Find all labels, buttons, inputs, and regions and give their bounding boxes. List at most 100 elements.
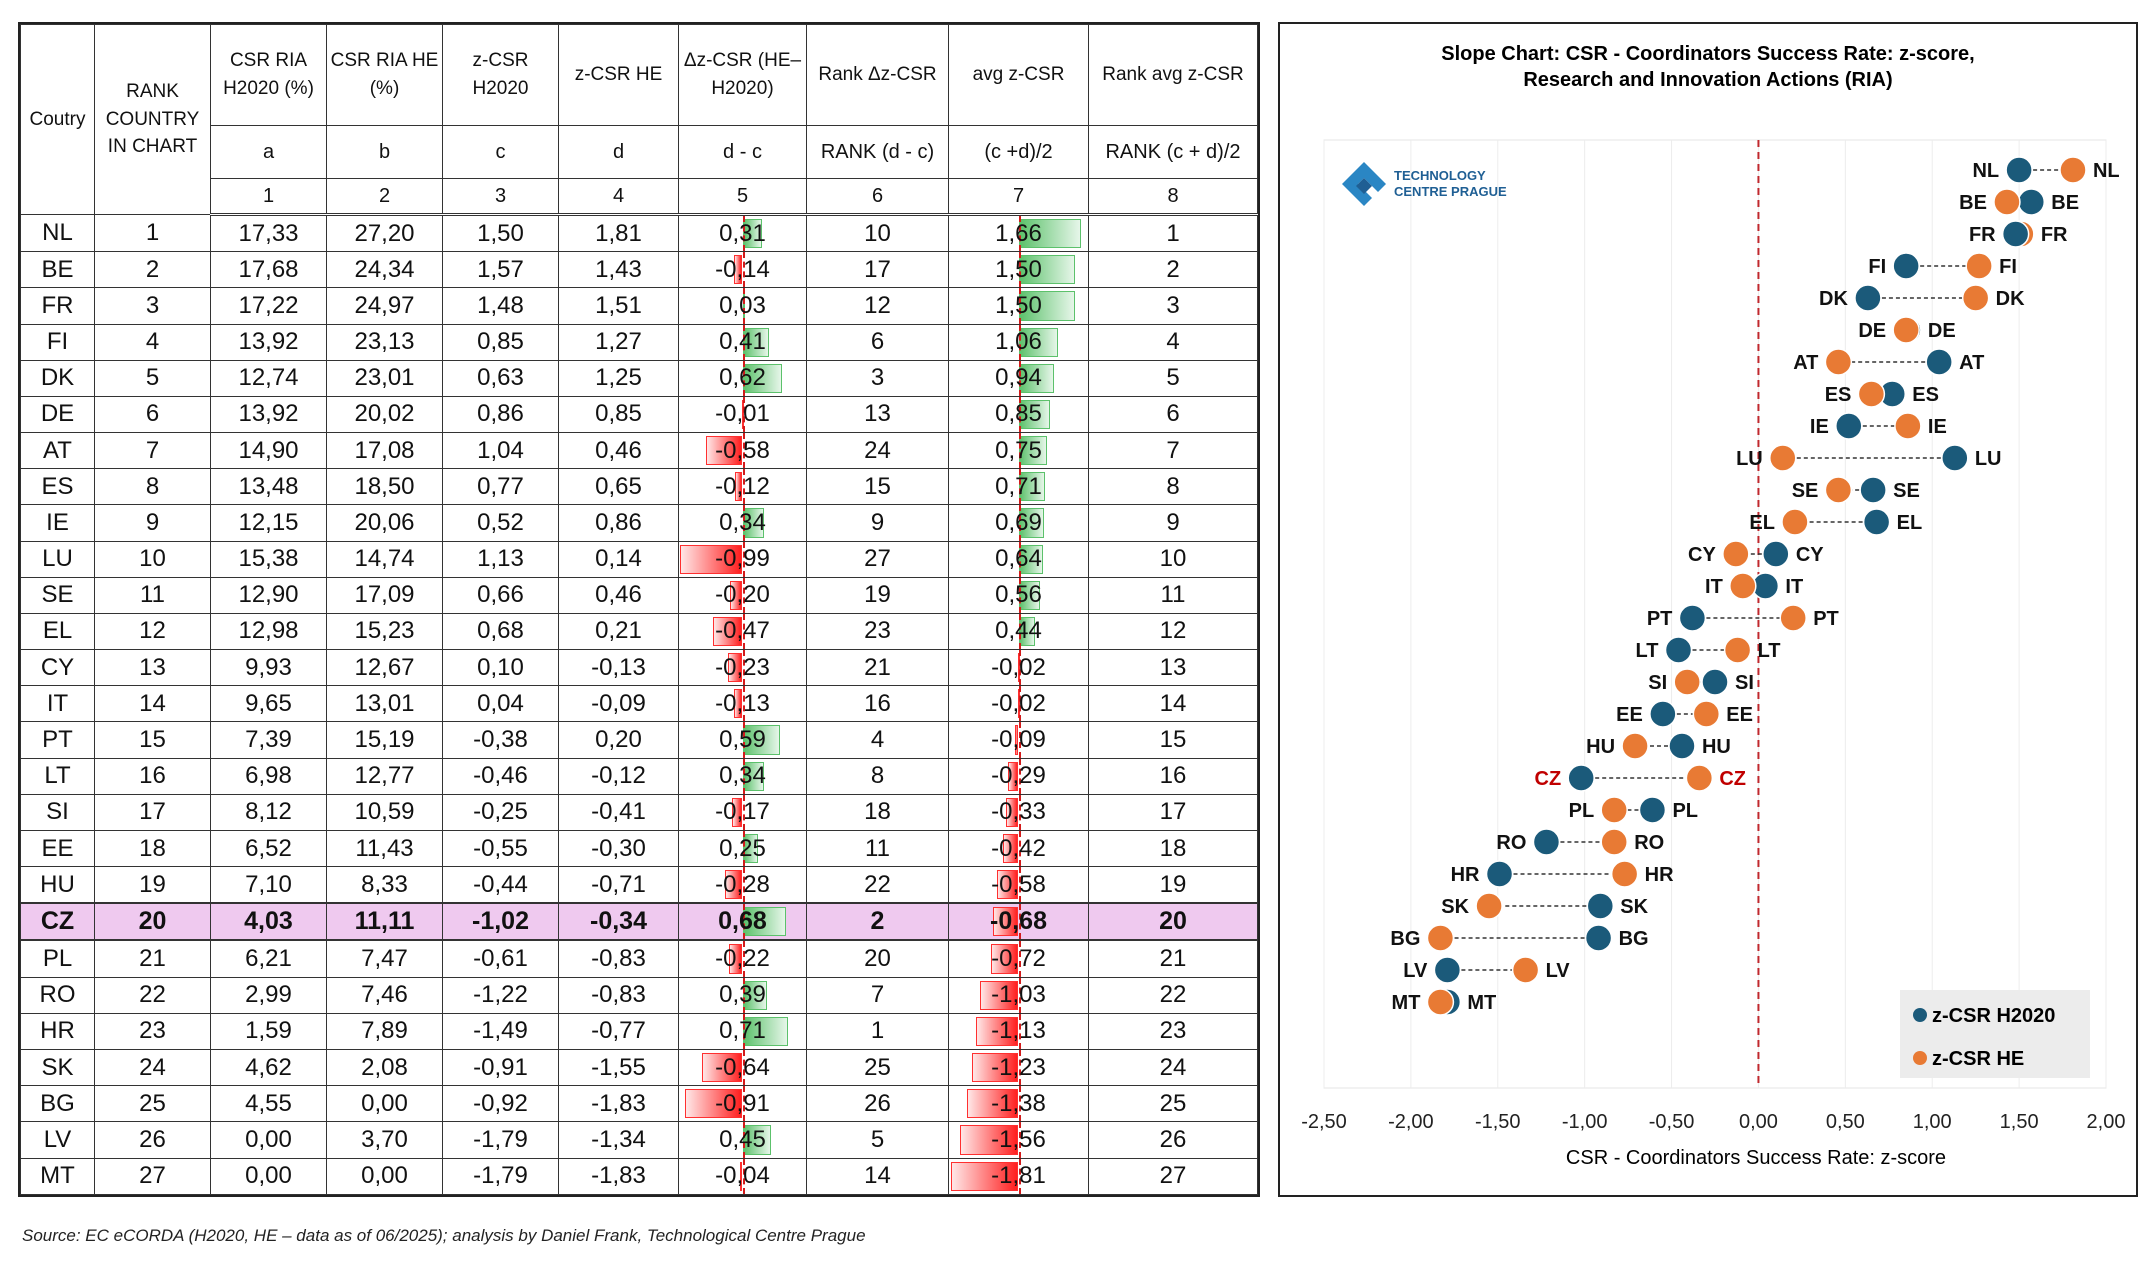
table-row: HR 23 1,59 7,89 -1,49 -0,77 0,71 1 -1,13 23 [20, 1012, 1258, 1050]
cell-avg-value: -1,81 [991, 1162, 1046, 1190]
cell-z-he: -1,83 [558, 1157, 679, 1195]
cell-avg: -0,29 [948, 757, 1089, 795]
cell-dz-zero-axis [742, 758, 745, 794]
cell-avg-bar [1006, 797, 1019, 827]
cell-country: FI [20, 323, 95, 361]
cell-country: BE [20, 251, 95, 289]
data-point [1621, 732, 1649, 760]
col-number-3: 3 [442, 178, 559, 216]
point-label-right: LT [1758, 640, 1781, 662]
cell-csr-h2020: 17,33 [210, 213, 327, 253]
cell-avg-bar [1015, 725, 1019, 755]
cell-avg-value: 0,94 [995, 364, 1042, 392]
cell-dz: 0,31 [678, 213, 807, 253]
cell-avg-value: -1,38 [991, 1089, 1046, 1117]
cell-csr-he: 10,59 [326, 793, 443, 831]
cell-csr-h2020: 4,03 [210, 902, 327, 942]
formula-rank-avg: RANK (c + d)/2 [1088, 125, 1258, 179]
cell-avg-bar [996, 870, 1019, 900]
cell-avg-zero-axis [1018, 577, 1021, 613]
cell-dz: 0,34 [678, 757, 807, 795]
cell-z-he: -0,34 [558, 902, 679, 942]
point-label-right: DE [1928, 320, 1956, 342]
cell-avg-zero-axis [1018, 941, 1021, 977]
cell-avg-databar: -1,38 [949, 1086, 1088, 1122]
point-label-left: AT [1793, 352, 1818, 374]
table-row: NL 1 17,33 27,20 1,50 1,81 0,31 10 1,66 1 [20, 213, 1258, 253]
cell-dz-bar [728, 944, 743, 974]
cell-csr-he: 27,20 [326, 213, 443, 253]
cell-country: IE [20, 504, 95, 542]
col-number-7: 7 [948, 178, 1089, 216]
point-label-right: CZ [1719, 768, 1746, 790]
cell-z-h2020: -0,55 [442, 829, 559, 868]
col-number-1: 1 [210, 178, 327, 216]
point-label-left: LV [1403, 960, 1428, 982]
data-point [1673, 668, 1701, 696]
cell-avg-zero-axis [1018, 867, 1021, 903]
cell-dz-zero-axis [742, 613, 745, 650]
cell-dz-databar: 0,62 [679, 360, 806, 396]
cell-dz-zero-axis [742, 830, 745, 867]
cell-avg-zero-axis [1018, 1013, 1021, 1049]
cell-avg-zero-axis [1018, 1086, 1021, 1122]
point-label-right: EL [1897, 512, 1923, 534]
cell-rank: 18 [94, 829, 211, 868]
cell-csr-h2020: 12,90 [210, 576, 327, 614]
formula-dz: d - c [678, 125, 807, 179]
cell-rank-avg: 19 [1088, 866, 1258, 904]
table-row: SE 11 12,90 17,09 0,66 0,46 -0,20 19 0,56 11 [20, 576, 1258, 614]
cell-dz-databar: 0,03 [679, 288, 806, 324]
cell-csr-h2020: 7,10 [210, 866, 327, 904]
cell-avg-bar [979, 980, 1019, 1010]
cell-dz-databar: -0,22 [679, 941, 806, 977]
legend-he-label: z-CSR HE [1932, 1048, 2024, 1070]
cell-z-he: 1,51 [558, 287, 679, 325]
cell-dz: -0,91 [678, 1085, 807, 1123]
cell-dz-databar: -0,14 [679, 252, 806, 288]
point-label-left: PL [1569, 800, 1595, 822]
cell-rank: 11 [94, 576, 211, 614]
table-row: PL 21 6,21 7,47 -0,61 -0,83 -0,22 20 -0,72 21 [20, 939, 1258, 978]
cell-avg: -0,42 [948, 829, 1089, 868]
cell-dz: 0,71 [678, 1012, 807, 1050]
header-letter-row: a b c d d - c RANK (d - c) (c +d)/2 RANK… [21, 125, 1258, 179]
cell-dz-value: -0,13 [715, 689, 770, 717]
cell-rank-dz: 7 [806, 976, 949, 1014]
table-row: SI 17 8,12 10,59 -0,25 -0,41 -0,17 18 -0,33 17 [20, 793, 1258, 831]
cell-dz-bar [742, 980, 768, 1010]
data-point [1600, 828, 1628, 856]
table-row: AT 7 14,90 17,08 1,04 0,46 -0,58 24 0,75 7 [20, 432, 1258, 470]
cell-dz-bar [729, 580, 743, 610]
cell-z-h2020: 0,85 [442, 323, 559, 361]
cell-avg-zero-axis [1018, 722, 1021, 758]
cell-country: LU [20, 540, 95, 578]
cell-rank-avg: 1 [1088, 213, 1258, 253]
data-point [1859, 476, 1887, 504]
cell-dz: -0,28 [678, 866, 807, 904]
logo-inner-icon [1356, 178, 1372, 194]
point-label-left: NL [1972, 160, 1999, 182]
cell-avg-zero-axis [1018, 288, 1021, 324]
cell-avg-value: 0,71 [995, 472, 1042, 500]
cell-rank-dz: 9 [806, 504, 949, 542]
data-point [2017, 188, 2046, 216]
cell-rank: 17 [94, 793, 211, 831]
cell-dz-bar [742, 725, 780, 755]
cell-dz: -0,01 [678, 395, 807, 434]
cell-avg-databar: 1,06 [949, 324, 1088, 360]
cell-z-he: 0,86 [558, 504, 679, 542]
cell-dz: 0,45 [678, 1121, 807, 1159]
cell-rank: 16 [94, 757, 211, 795]
cell-csr-he: 11,43 [326, 829, 443, 868]
cell-rank-avg: 27 [1088, 1157, 1258, 1195]
cell-country: EE [20, 829, 95, 868]
cell-dz-value: -0,04 [715, 1162, 770, 1190]
cell-csr-h2020: 12,74 [210, 359, 327, 397]
cell-avg-bar [1018, 291, 1075, 321]
cell-country: RO [20, 976, 95, 1014]
cell-dz-value: 0,59 [719, 726, 766, 753]
data-point [1586, 892, 1615, 920]
cell-avg-value: -1,56 [991, 1125, 1046, 1153]
cell-rank: 19 [94, 866, 211, 904]
